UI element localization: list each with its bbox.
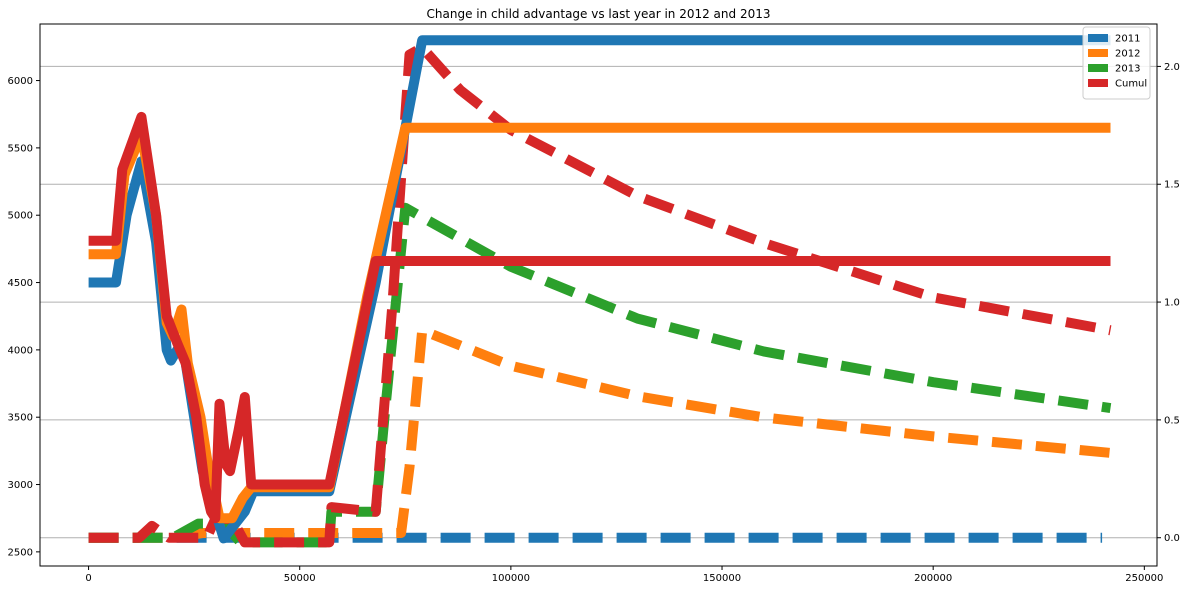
x-axis: 0 50000 100000 150000 200000 250000 bbox=[85, 566, 1163, 584]
y2-tick-label: 0.5 bbox=[1164, 415, 1180, 426]
legend-swatch bbox=[1088, 49, 1108, 57]
series-layer bbox=[88, 35, 1112, 548]
x-tick-label: 150000 bbox=[703, 573, 741, 584]
y2-tick-label: 1.0 bbox=[1164, 298, 1180, 309]
legend-label: 2012 bbox=[1115, 49, 1140, 60]
y2-tick-label: 0.0 bbox=[1164, 533, 1180, 544]
legend-label: Cumul bbox=[1115, 79, 1147, 90]
y-tick-label: 3000 bbox=[8, 480, 33, 491]
series-line-cumul-solid bbox=[88, 111, 1111, 524]
y2-tick-label: 2.0 bbox=[1164, 62, 1180, 73]
y-tick-label: 3500 bbox=[8, 413, 33, 424]
y-axis-left: 2500 3000 3500 4000 4500 5000 5500 6000 bbox=[8, 76, 40, 558]
y2-tick-label: 1.5 bbox=[1164, 180, 1180, 191]
y-tick-label: 4000 bbox=[8, 345, 33, 356]
plot-frame bbox=[39, 23, 1158, 567]
legend-label: 2013 bbox=[1115, 64, 1140, 75]
y-tick-label: 4500 bbox=[8, 278, 33, 289]
y-axis-right: 0.0 0.5 1.0 1.5 2.0 bbox=[1157, 62, 1180, 544]
x-tick-label: 200000 bbox=[914, 573, 952, 584]
legend-swatch bbox=[1088, 79, 1108, 87]
legend-swatch bbox=[1088, 64, 1108, 72]
legend-label: 2011 bbox=[1115, 34, 1140, 45]
series-line-cumul-dashed bbox=[88, 42, 1112, 548]
legend-swatch bbox=[1088, 34, 1108, 42]
series-line-2011-solid bbox=[88, 35, 1111, 544]
legend: 2011 2012 2013 Cumul bbox=[1082, 26, 1151, 100]
x-tick-label: 0 bbox=[85, 573, 91, 584]
x-tick-label: 250000 bbox=[1125, 573, 1163, 584]
chart-title: Change in child advantage vs last year i… bbox=[427, 7, 771, 21]
series-line-2012-solid bbox=[88, 122, 1111, 524]
y-tick-label: 5000 bbox=[8, 211, 33, 222]
x-tick-label: 100000 bbox=[492, 573, 530, 584]
y-tick-label: 2500 bbox=[8, 547, 33, 558]
x-tick-label: 50000 bbox=[284, 573, 316, 584]
y-tick-label: 5500 bbox=[8, 143, 33, 154]
y-tick-label: 6000 bbox=[8, 76, 33, 87]
